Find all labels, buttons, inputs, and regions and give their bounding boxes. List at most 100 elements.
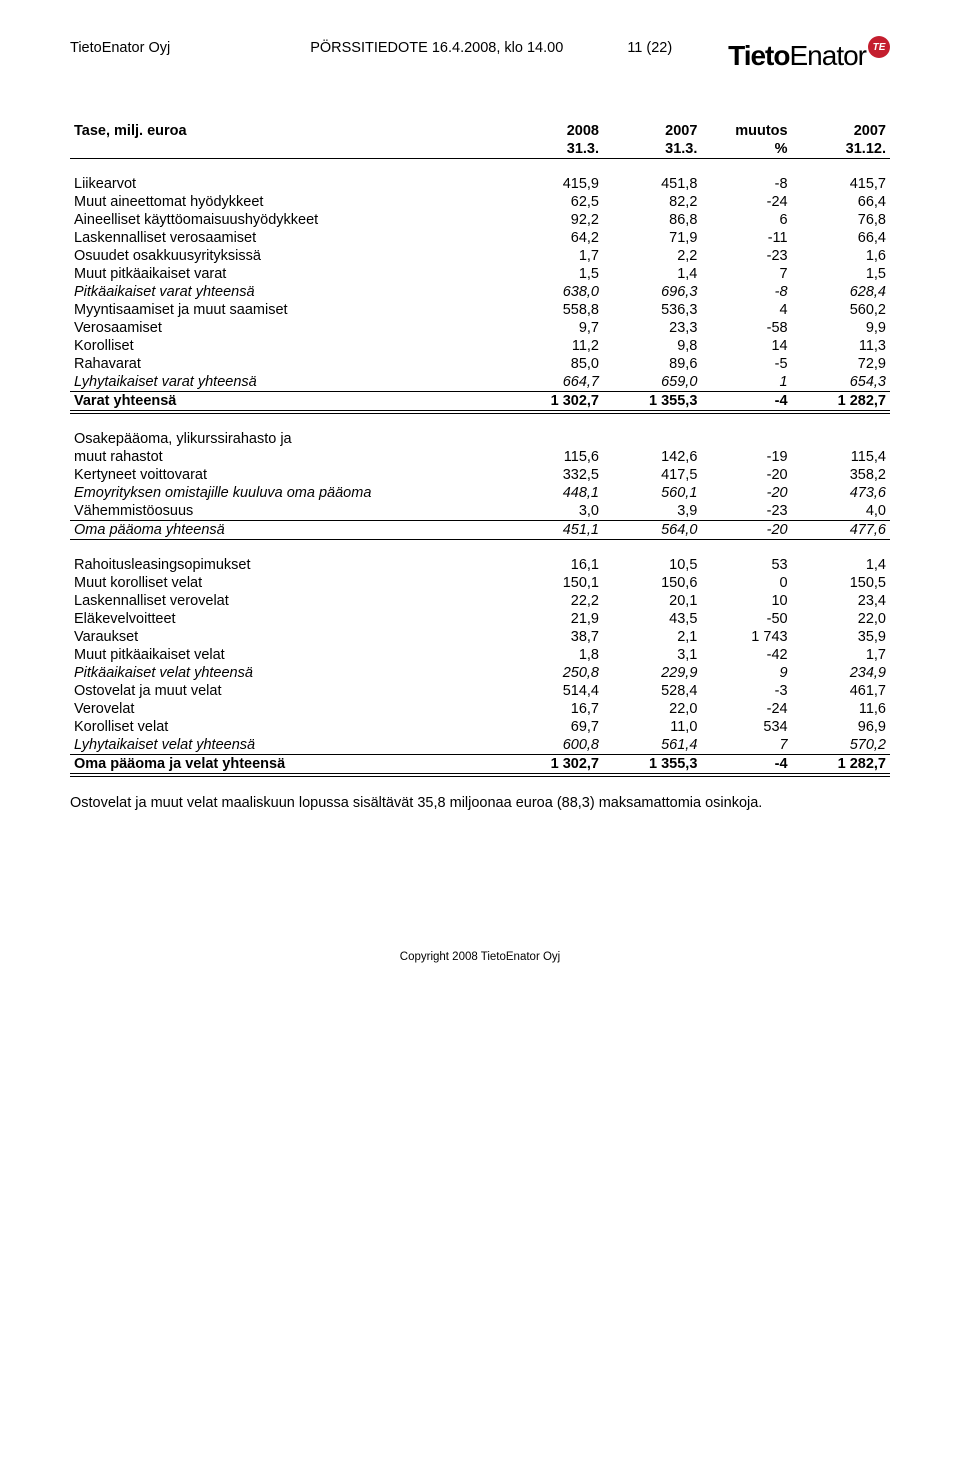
- spacer-row: [70, 159, 890, 176]
- row-label: Laskennalliset verovelat: [70, 592, 513, 610]
- table-row: Muut pitkäaikaiset velat1,83,1-421,7: [70, 646, 890, 664]
- table-row: Muut aineettomat hyödykkeet62,582,2-2466…: [70, 193, 890, 211]
- cell-value: 1 355,3: [603, 392, 701, 413]
- cell-value: 1,5: [513, 265, 603, 283]
- cell-value: 477,6: [792, 521, 890, 540]
- cell-value: -24: [701, 193, 791, 211]
- table-row: Lyhytaikaiset varat yhteensä664,7659,016…: [70, 373, 890, 392]
- doc-type: PÖRSSITIEDOTE 16.4.2008, klo 14.00: [310, 40, 563, 56]
- cell-value: -24: [701, 700, 791, 718]
- cell-value: -4: [701, 755, 791, 776]
- cell-value: 22,2: [513, 592, 603, 610]
- cell-value: 514,4: [513, 682, 603, 700]
- cell-value: 1,8: [513, 646, 603, 664]
- row-label: Muut pitkäaikaiset velat: [70, 646, 513, 664]
- cell-value: 3,9: [603, 502, 701, 521]
- col-header: 2007: [603, 122, 701, 140]
- cell-value: -20: [701, 466, 791, 484]
- row-label: Emoyrityksen omistajille kuuluva oma pää…: [70, 484, 513, 502]
- cell-value: 534: [701, 718, 791, 736]
- row-label: Ostovelat ja muut velat: [70, 682, 513, 700]
- cell-value: 1,5: [792, 265, 890, 283]
- table-row: Osuudet osakkuusyrityksissä1,72,2-231,6: [70, 247, 890, 265]
- cell-value: 14: [701, 337, 791, 355]
- cell-value: [701, 430, 791, 448]
- row-label: Liikearvot: [70, 175, 513, 193]
- cell-value: 358,2: [792, 466, 890, 484]
- cell-value: 11,3: [792, 337, 890, 355]
- cell-value: 250,8: [513, 664, 603, 682]
- cell-value: 561,4: [603, 736, 701, 755]
- cell-value: 76,8: [792, 211, 890, 229]
- row-label: Korolliset velat: [70, 718, 513, 736]
- row-label: Lyhytaikaiset varat yhteensä: [70, 373, 513, 392]
- cell-value: 20,1: [603, 592, 701, 610]
- balance-sheet-table: Tase, milj. euroa 2008 2007 muutos 2007 …: [70, 122, 890, 777]
- cell-value: 4: [701, 301, 791, 319]
- cell-value: 22,0: [603, 700, 701, 718]
- cell-value: 229,9: [603, 664, 701, 682]
- row-label: Muut korolliset velat: [70, 574, 513, 592]
- cell-value: 53: [701, 556, 791, 574]
- table-row: Verovelat16,722,0-2411,6: [70, 700, 890, 718]
- table-title: Tase, milj. euroa: [70, 122, 513, 140]
- cell-value: [513, 430, 603, 448]
- cell-value: 9,9: [792, 319, 890, 337]
- cell-value: 664,7: [513, 373, 603, 392]
- cell-value: 560,2: [792, 301, 890, 319]
- table-row: Varat yhteensä1 302,71 355,3-41 282,7: [70, 392, 890, 413]
- col-header: muutos: [701, 122, 791, 140]
- row-label: Osakepääoma, ylikurssirahasto ja: [70, 430, 513, 448]
- cell-value: 21,9: [513, 610, 603, 628]
- cell-value: 38,7: [513, 628, 603, 646]
- row-label: Oma pääoma ja velat yhteensä: [70, 755, 513, 776]
- cell-value: -20: [701, 484, 791, 502]
- cell-value: -3: [701, 682, 791, 700]
- cell-value: -23: [701, 502, 791, 521]
- table-header-row-2: 31.3. 31.3. % 31.12.: [70, 140, 890, 159]
- cell-value: 3,1: [603, 646, 701, 664]
- row-label: Varaukset: [70, 628, 513, 646]
- cell-value: 570,2: [792, 736, 890, 755]
- table-row: Muut pitkäaikaiset varat1,51,471,5: [70, 265, 890, 283]
- cell-value: 16,7: [513, 700, 603, 718]
- cell-value: 1 282,7: [792, 392, 890, 413]
- table-row: Korolliset velat69,711,053496,9: [70, 718, 890, 736]
- cell-value: 71,9: [603, 229, 701, 247]
- cell-value: 1,7: [513, 247, 603, 265]
- cell-value: 473,6: [792, 484, 890, 502]
- cell-value: 43,5: [603, 610, 701, 628]
- cell-value: 600,8: [513, 736, 603, 755]
- row-label: Pitkäaikaiset velat yhteensä: [70, 664, 513, 682]
- row-label: Pitkäaikaiset varat yhteensä: [70, 283, 513, 301]
- cell-value: 86,8: [603, 211, 701, 229]
- cell-value: 560,1: [603, 484, 701, 502]
- cell-value: 696,3: [603, 283, 701, 301]
- cell-value: 16,1: [513, 556, 603, 574]
- cell-value: 417,5: [603, 466, 701, 484]
- cell-value: [603, 430, 701, 448]
- cell-value: 1 302,7: [513, 392, 603, 413]
- cell-value: 415,7: [792, 175, 890, 193]
- cell-value: 150,5: [792, 574, 890, 592]
- table-row: Kertyneet voittovarat332,5417,5-20358,2: [70, 466, 890, 484]
- cell-value: 234,9: [792, 664, 890, 682]
- cell-value: 9: [701, 664, 791, 682]
- cell-value: 1,4: [792, 556, 890, 574]
- cell-value: 415,9: [513, 175, 603, 193]
- cell-value: 659,0: [603, 373, 701, 392]
- cell-value: -42: [701, 646, 791, 664]
- cell-value: 10: [701, 592, 791, 610]
- row-label: Rahavarat: [70, 355, 513, 373]
- table-row: Oma pääoma ja velat yhteensä1 302,71 355…: [70, 755, 890, 776]
- cell-value: -23: [701, 247, 791, 265]
- cell-value: 9,8: [603, 337, 701, 355]
- cell-value: 654,3: [792, 373, 890, 392]
- cell-value: 89,6: [603, 355, 701, 373]
- row-label: Lyhytaikaiset velat yhteensä: [70, 736, 513, 755]
- company-name: TietoEnator Oyj: [70, 40, 170, 56]
- cell-value: 66,4: [792, 193, 890, 211]
- cell-value: 64,2: [513, 229, 603, 247]
- cell-value: 638,0: [513, 283, 603, 301]
- table-row: Rahavarat85,089,6-572,9: [70, 355, 890, 373]
